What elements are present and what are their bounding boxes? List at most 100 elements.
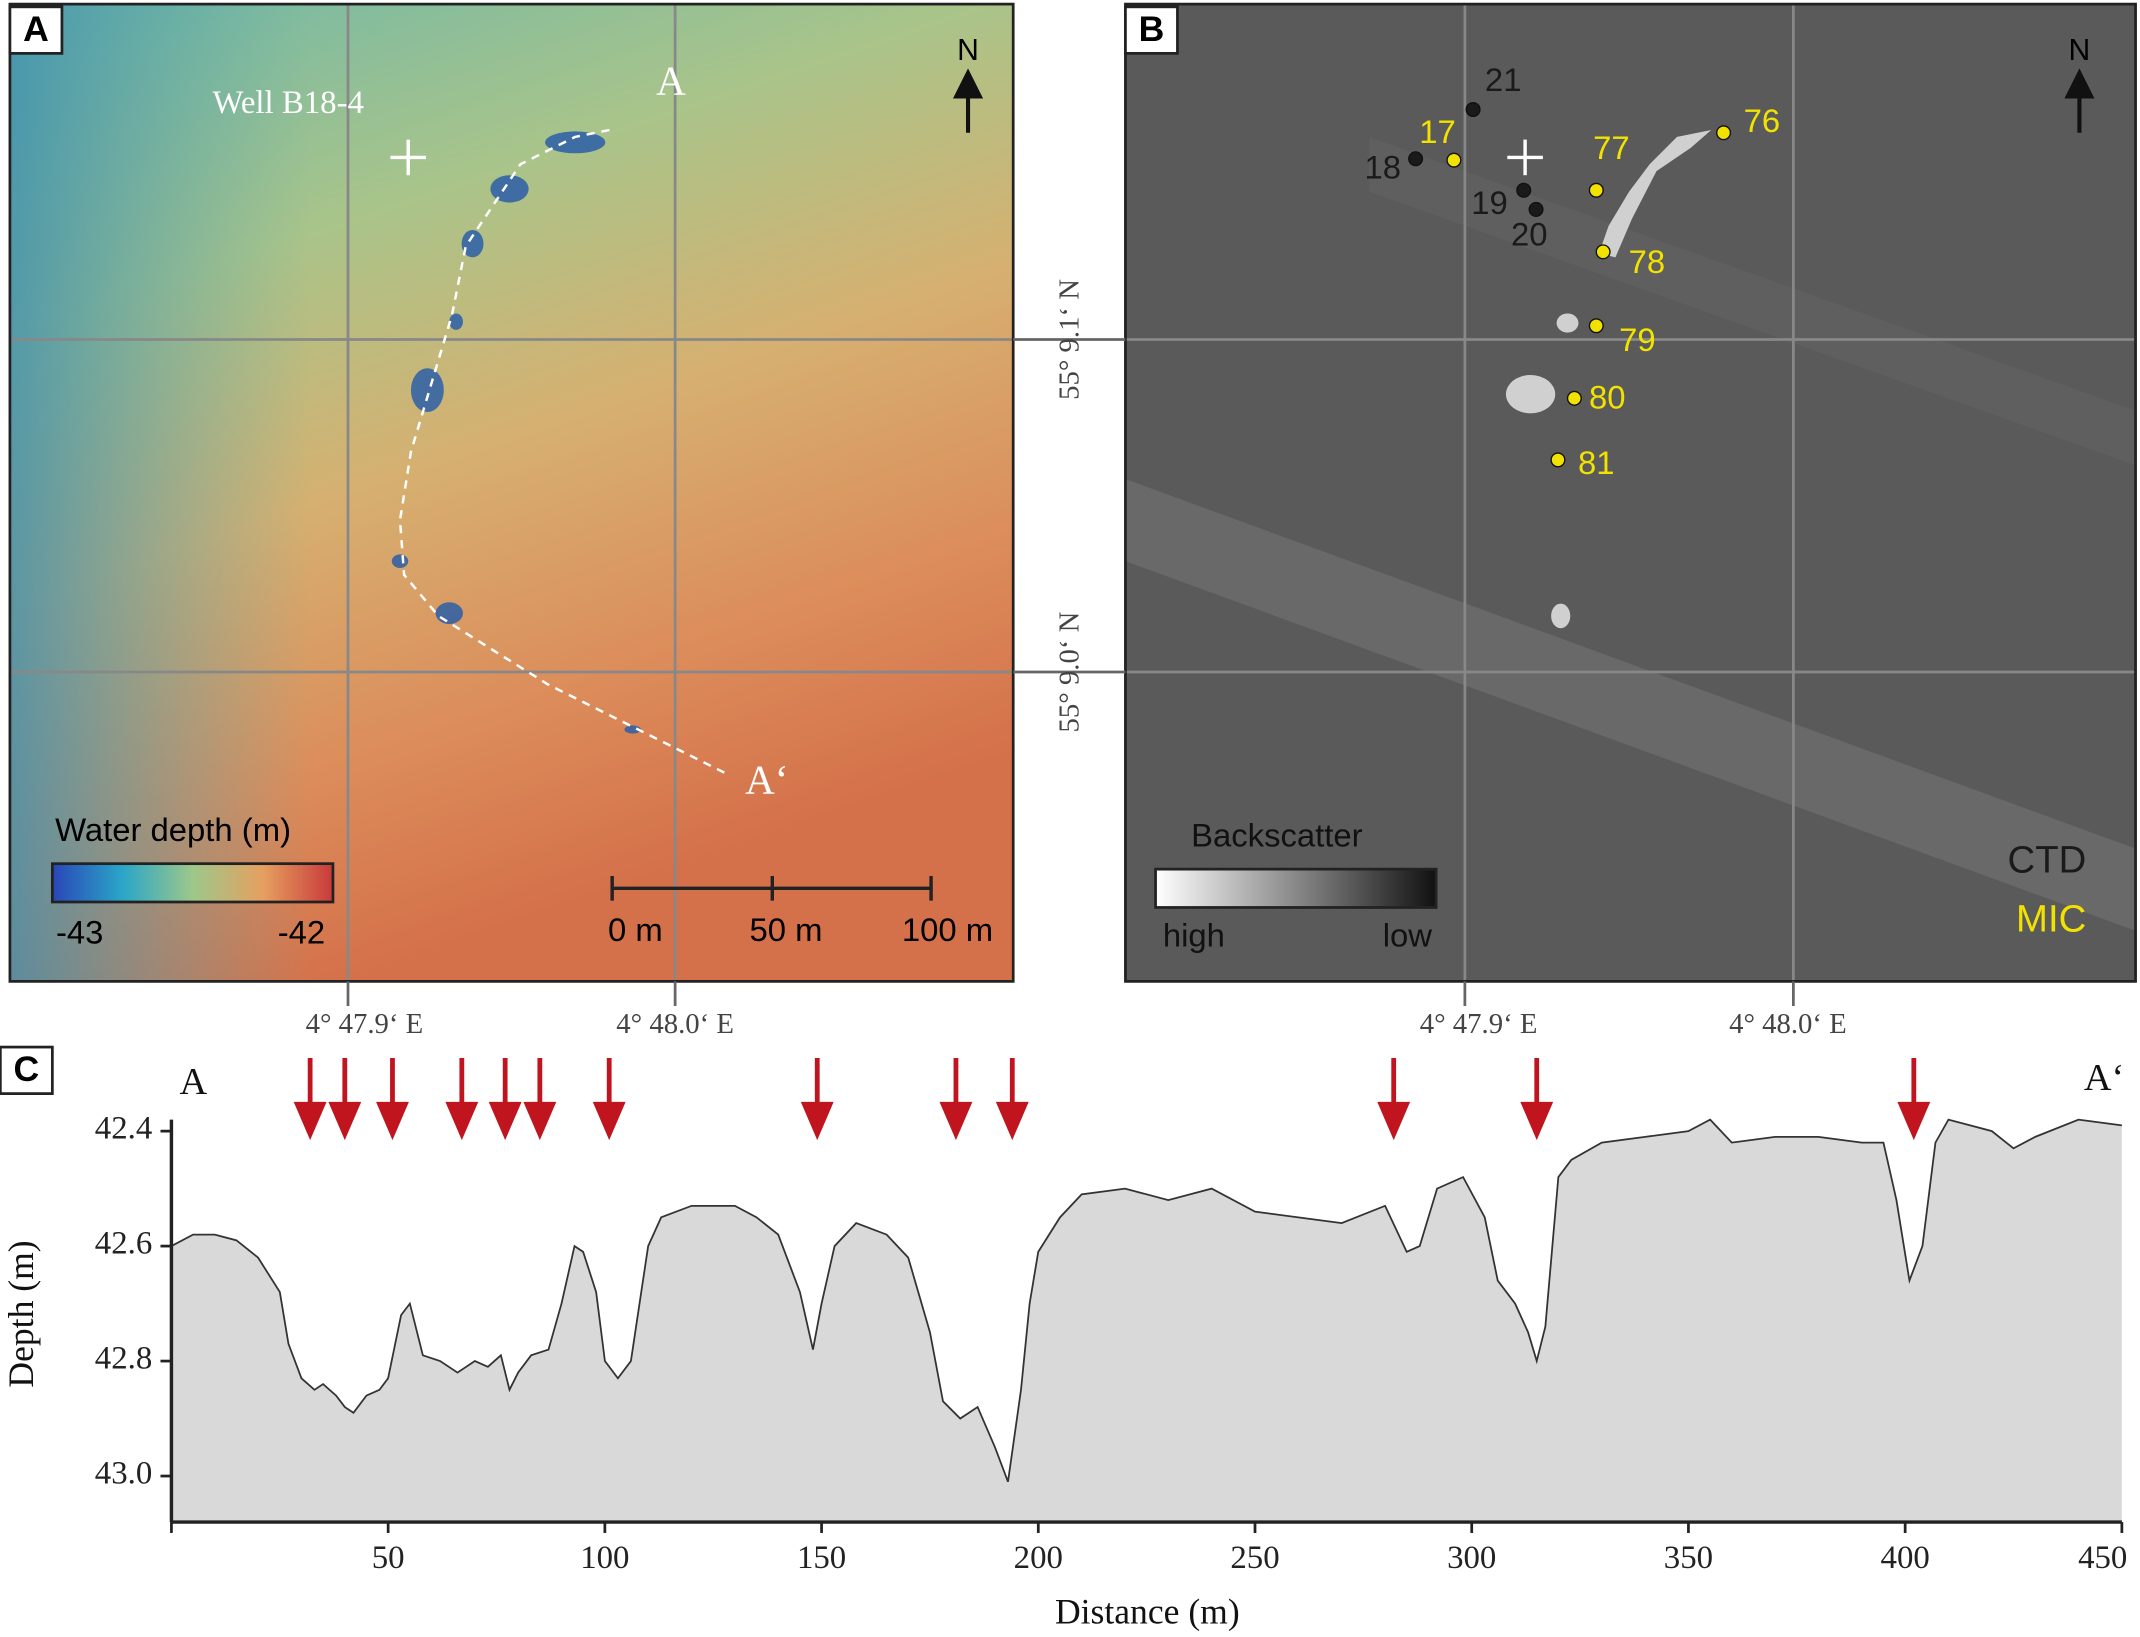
arrow [445, 1058, 479, 1141]
x-axis-title: Distance (m) [1055, 1591, 1240, 1631]
panel-label-box [8, 5, 64, 55]
depth-area [171, 1119, 2122, 1523]
arrow [939, 1058, 973, 1141]
profile-end: A‘ [2084, 1057, 2124, 1099]
x-tick-label: 400 [1881, 1540, 1930, 1576]
scale-label: 50 m [749, 911, 822, 948]
station-label: 78 [1629, 243, 1666, 280]
arrow-head [800, 1101, 834, 1141]
arrow [328, 1058, 362, 1141]
arrow-head [939, 1101, 973, 1141]
arrow [800, 1058, 834, 1141]
lon-label: 4° 47.9‘ E [306, 1008, 424, 1040]
lat-label: 55° 9.0‘ N [1054, 611, 1086, 732]
station-label: 81 [1578, 444, 1615, 481]
y-tick-label: 42.8 [95, 1341, 152, 1377]
x-tick-label: 250 [1230, 1540, 1279, 1576]
station-label: 20 [1511, 215, 1548, 252]
north-arrow [952, 68, 984, 133]
station-dot [1566, 390, 1582, 406]
colorbar [1154, 867, 1438, 909]
y-tick-label: 42.4 [95, 1111, 152, 1147]
station-dot [1588, 182, 1604, 198]
colorbar-title: Backscatter [1191, 816, 1363, 853]
legend-entry: MIC [2016, 897, 2086, 940]
map-grid [1125, 4, 2136, 982]
profile-end: A‘ [745, 757, 788, 803]
arrow [1377, 1058, 1411, 1141]
backscatter-features [1505, 130, 1712, 629]
panel-frame [1124, 2, 2137, 983]
station-dot [1588, 318, 1604, 334]
profile-line [398, 128, 727, 775]
arrow-head [523, 1101, 557, 1141]
station-dot [1550, 452, 1566, 468]
arrow-head [592, 1101, 626, 1141]
station-dot [1408, 151, 1424, 167]
north-arrow [2064, 68, 2095, 133]
arrow [523, 1058, 557, 1141]
lon-label: 4° 48.0‘ E [616, 1008, 734, 1040]
x-tick-label: 100 [580, 1540, 629, 1576]
map-shading [9, 4, 1014, 982]
x-tick-label: 350 [1664, 1540, 1713, 1576]
arrow-head [488, 1101, 522, 1141]
arrow-head [328, 1101, 362, 1141]
scale-bar [610, 875, 933, 901]
lon-label: 4° 47.9‘ E [1420, 1008, 1538, 1040]
arrow-head [995, 1101, 1029, 1141]
backscatter-band [1369, 136, 2136, 466]
lat-label: 55° 9.1‘ N [1054, 279, 1086, 400]
station-dot [1528, 201, 1544, 217]
profile-start: A [179, 1061, 207, 1103]
station-label: 76 [1744, 102, 1781, 139]
station-dot [1446, 152, 1462, 168]
well-marker [390, 139, 427, 176]
colorbar-title: Water depth (m) [55, 811, 291, 848]
station-dot [1716, 125, 1732, 141]
arrow [488, 1058, 522, 1141]
coordinate-ticks [346, 338, 1795, 1007]
colorbar-max: -42 [278, 914, 325, 951]
x-tick-label: 300 [1447, 1540, 1496, 1576]
station-label: 77 [1593, 129, 1630, 166]
arrow-head [376, 1101, 409, 1141]
arrow [995, 1058, 1029, 1141]
arrow-head [445, 1101, 479, 1141]
station-label: 79 [1619, 321, 1656, 358]
panel-label: A [23, 9, 49, 49]
pockmarks [391, 131, 641, 734]
map-grid [9, 4, 1014, 982]
panel-label: C [13, 1049, 39, 1089]
panel-label-box [1124, 5, 1179, 55]
scale-label: 100 m [902, 911, 993, 948]
profile-start: A [656, 57, 686, 103]
arrow [376, 1058, 409, 1141]
station-label: 80 [1589, 378, 1626, 415]
x-tick-label: 50 [372, 1540, 405, 1576]
scale-label: 0 m [608, 911, 663, 948]
station-dot [1595, 244, 1611, 260]
y-tick-label: 42.6 [95, 1226, 152, 1262]
legend-entry: CTD [2008, 838, 2087, 881]
x-tick-label: 200 [1014, 1540, 1063, 1576]
arrow-head [293, 1101, 327, 1141]
panel-frame [8, 2, 1015, 983]
backscatter-band [1125, 479, 2136, 931]
arrow-head [1520, 1101, 1554, 1141]
station-label: 17 [1419, 113, 1456, 150]
lon-label: 4° 48.0‘ E [1729, 1008, 1847, 1040]
arrow-head [1377, 1101, 1411, 1141]
arrow [293, 1058, 327, 1141]
arrow [1897, 1058, 1931, 1141]
depth-line [171, 1118, 2122, 1483]
x-tick-label: 450 [2078, 1540, 2127, 1576]
colorbar [50, 862, 335, 904]
panel-label: B [1139, 9, 1165, 49]
north-label: N [957, 34, 979, 67]
colorbar-min: -43 [56, 914, 103, 951]
y-axis-title: Depth (m) [1, 1240, 41, 1387]
arrow-head [1897, 1101, 1931, 1141]
colorbar-min: high [1163, 916, 1225, 953]
